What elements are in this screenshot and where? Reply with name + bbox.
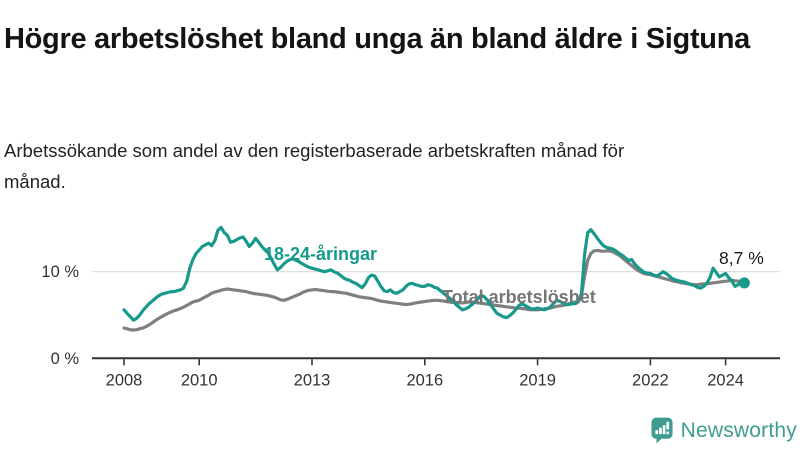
y-axis-tick-label: 10 % xyxy=(41,263,79,281)
y-axis-tick-label: 0 % xyxy=(51,350,80,368)
page-title: Högre arbetslöshet bland unga än bland ä… xyxy=(4,23,750,56)
x-axis-tick-label: 2019 xyxy=(519,371,556,389)
series-label-young: 18-24-åringar xyxy=(264,244,378,264)
newsworthy-logo[interactable]: Newsworthy xyxy=(651,417,797,444)
newsworthy-logo-text: Newsworthy xyxy=(680,418,797,442)
page-subtitle: Arbetssökande som andel av den registerb… xyxy=(4,139,625,193)
x-axis-tick-label: 2024 xyxy=(707,371,744,389)
series-label-total: Total arbetslöshet xyxy=(442,287,596,307)
series-end-dot xyxy=(738,277,750,289)
x-axis-tick-label: 2013 xyxy=(294,371,331,389)
x-axis-tick-label: 2022 xyxy=(632,371,669,389)
newsworthy-bar-chart-bubble-icon xyxy=(651,417,673,444)
line-series-young xyxy=(122,225,747,322)
x-axis-tick-label: 2008 xyxy=(106,371,143,389)
x-axis-tick-label: 2016 xyxy=(406,371,443,389)
x-axis-tick-label: 2010 xyxy=(181,371,218,389)
latest-value-annotation: 8,7 % xyxy=(719,248,764,268)
line-series-total xyxy=(122,248,747,332)
